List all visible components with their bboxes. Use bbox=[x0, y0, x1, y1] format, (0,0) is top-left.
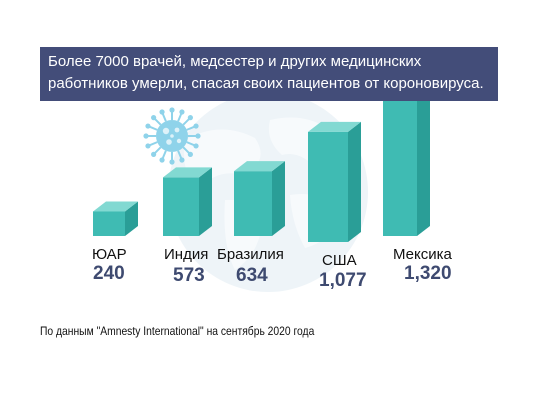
category-label-usa: США bbox=[322, 252, 357, 269]
bar-mexico bbox=[383, 91, 430, 236]
bar-usa bbox=[308, 121, 361, 242]
bar-top-brazil bbox=[234, 161, 285, 172]
value-label-south-africa: 240 bbox=[93, 263, 125, 284]
value-label-mexico: 1,320 bbox=[404, 263, 452, 284]
bar-front-usa bbox=[308, 131, 348, 242]
value-label-brazil: 634 bbox=[236, 265, 268, 286]
category-label-south-africa: ЮАР bbox=[92, 246, 127, 263]
bar-front-mexico bbox=[383, 101, 417, 236]
bar-front-brazil bbox=[234, 171, 272, 236]
category-label-india: Индия bbox=[164, 246, 208, 263]
bar-top-india bbox=[163, 167, 212, 178]
bar-side-brazil bbox=[272, 161, 285, 236]
value-label-usa: 1,077 bbox=[319, 270, 367, 291]
bar-side-usa bbox=[348, 121, 361, 242]
category-label-brazil: Бразилия bbox=[217, 246, 284, 263]
chart-title: Более 7000 врачей, медсестер и других ме… bbox=[48, 53, 484, 92]
category-label-mexico: Мексика bbox=[393, 246, 453, 263]
chart-title-banner: Более 7000 врачей, медсестер и других ме… bbox=[40, 47, 498, 101]
bar-brazil bbox=[234, 161, 285, 236]
bar-top-usa bbox=[308, 121, 361, 132]
bar-side-south-africa bbox=[125, 201, 138, 236]
bar-front-south-africa bbox=[93, 211, 125, 236]
source-note: По данным "Amnesty International" на сен… bbox=[40, 324, 315, 338]
value-label-india: 573 bbox=[173, 265, 205, 286]
bar-side-india bbox=[199, 167, 212, 236]
bar-side-mexico bbox=[417, 91, 430, 236]
coronavirus-icon bbox=[143, 107, 201, 165]
bar-south-africa bbox=[93, 201, 138, 236]
value-labels: 240 573 634 1,077 1,320 bbox=[93, 263, 452, 291]
bars bbox=[93, 91, 430, 242]
bar-india bbox=[163, 167, 212, 236]
category-labels: ЮАР Индия Бразилия США Мексика bbox=[92, 246, 453, 269]
bar-front-india bbox=[163, 177, 199, 236]
bar-top-south-africa bbox=[93, 201, 138, 212]
